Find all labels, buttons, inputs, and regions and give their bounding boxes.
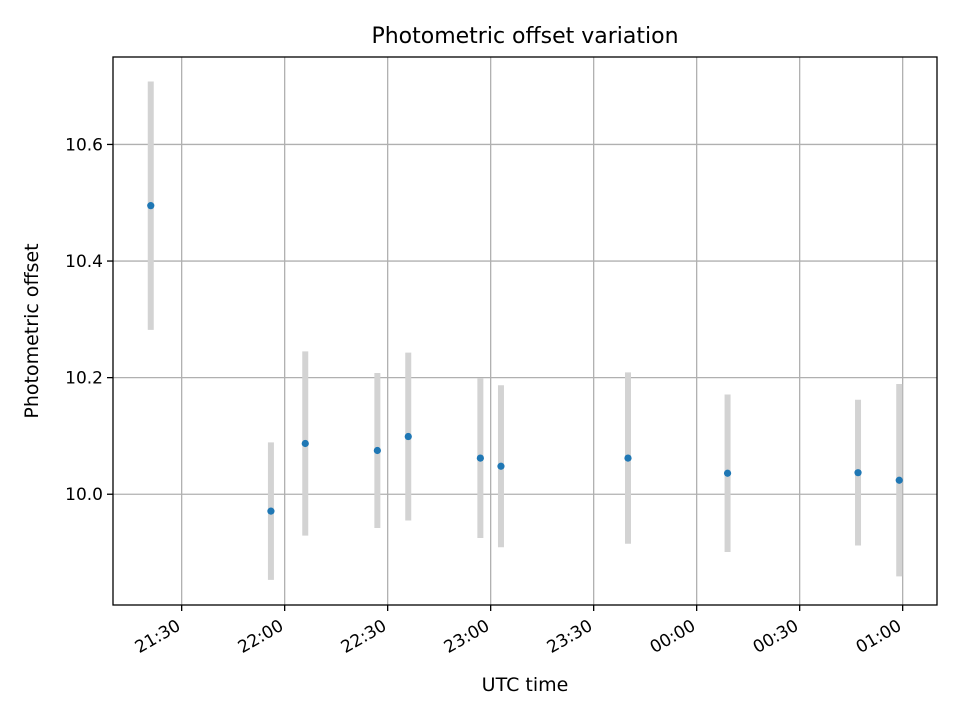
data-point <box>301 439 309 448</box>
data-point <box>895 476 903 484</box>
data-point <box>476 454 484 462</box>
y-axis-label: Photometric offset <box>21 243 43 418</box>
y-tick-label: 10.0 <box>65 485 103 505</box>
data-point <box>854 469 862 477</box>
grid-layer <box>113 57 937 605</box>
plot-frame <box>112 56 938 606</box>
data-point <box>267 507 275 515</box>
y-tick-label: 10.2 <box>65 369 103 389</box>
chart-title: Photometric offset variation <box>371 24 678 49</box>
y-tick-label: 10.6 <box>65 135 103 155</box>
x-axis-label: UTC time <box>482 674 569 696</box>
y-tick-label: 10.4 <box>65 252 103 272</box>
data-point <box>624 454 632 462</box>
data-point <box>373 446 381 455</box>
data-point <box>497 462 505 470</box>
data-point <box>723 469 732 477</box>
data-points <box>147 202 903 515</box>
data-point <box>147 202 155 210</box>
data-point <box>404 432 412 441</box>
